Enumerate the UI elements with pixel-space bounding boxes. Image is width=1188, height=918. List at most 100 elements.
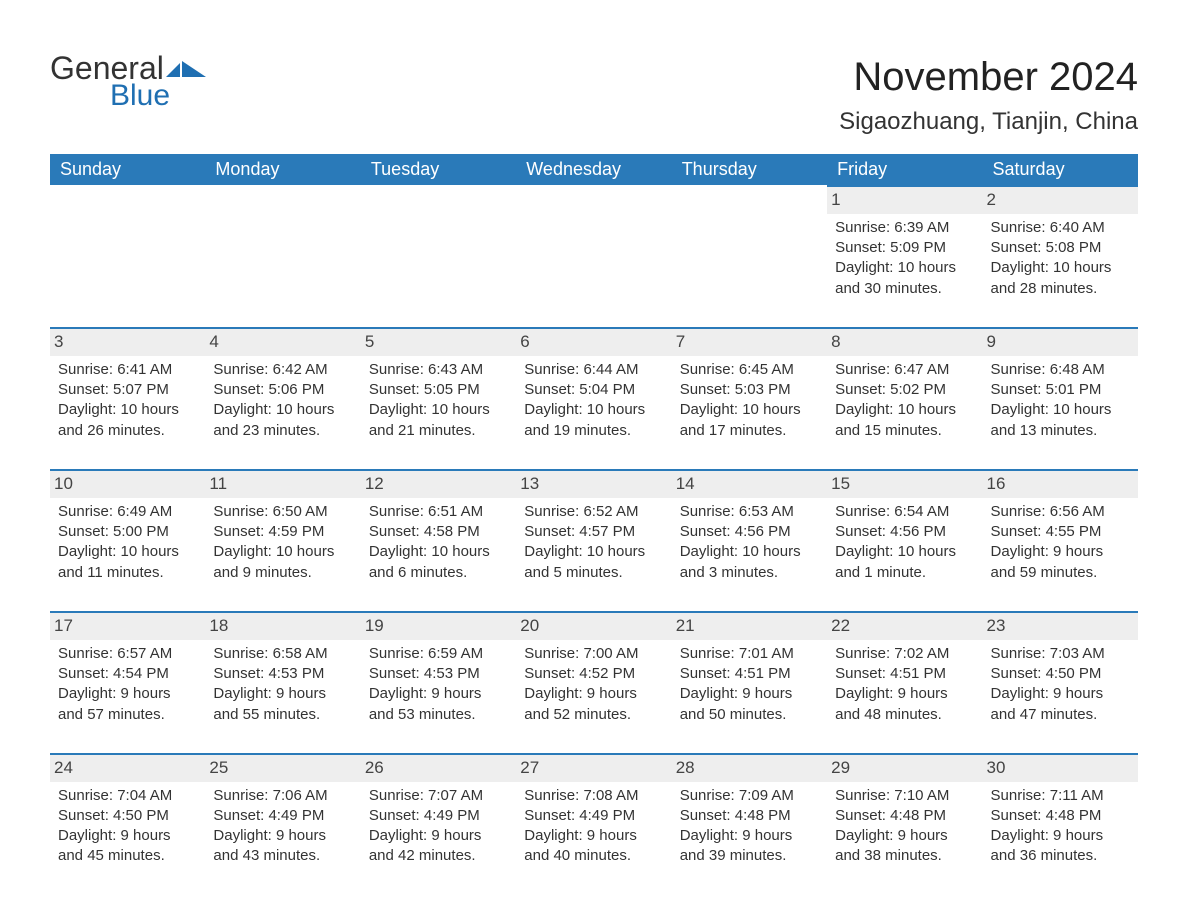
sunset-text: Sunset: 4:53 PM <box>369 664 508 684</box>
sunrise-text: Sunrise: 7:08 AM <box>524 786 663 806</box>
calendar-cell: 6 Sunrise: 6:44 AMSunset: 5:04 PMDaylight… <box>516 327 671 469</box>
calendar-cell: 30Sunrise: 7:11 AMSunset: 4:48 PMDayligh… <box>983 753 1138 895</box>
calendar-cell: 26Sunrise: 7:07 AMSunset: 4:49 PMDayligh… <box>361 753 516 895</box>
calendar-week: 17Sunrise: 6:57 AMSunset: 4:54 PMDayligh… <box>50 611 1138 753</box>
weekday-header: Sunday <box>50 154 205 185</box>
sunrise-text: Sunrise: 7:01 AM <box>680 644 819 664</box>
sunset-text: Sunset: 4:51 PM <box>680 664 819 684</box>
daylight-text: Daylight: 9 hours and 45 minutes. <box>58 826 197 867</box>
daylight-text: Daylight: 9 hours and 39 minutes. <box>680 826 819 867</box>
calendar-cell: 9Sunrise: 6:48 AMSunset: 5:01 PMDaylight… <box>983 327 1138 469</box>
daylight-text: Daylight: 10 hours and 30 minutes. <box>835 258 974 299</box>
sunrise-text: Sunrise: 6:58 AM <box>213 644 352 664</box>
calendar-cell: 29 Sunrise: 7:10 AMSunset: 4:48 PMDayligh… <box>827 753 982 895</box>
day-number: 27 <box>516 753 671 782</box>
calendar-cell: 12Sunrise: 6:51 AMSunset: 4:58 PMDayligh… <box>361 469 516 611</box>
day-number: 24 <box>50 753 205 782</box>
sunset-text: Sunset: 4:51 PM <box>835 664 974 684</box>
daylight-text: Daylight: 9 hours and 38 minutes. <box>835 826 974 867</box>
calendar-cell <box>205 185 360 327</box>
sunrise-text: Sunrise: 6:47 AM <box>835 360 974 380</box>
daylight-text: Daylight: 9 hours and 52 minutes. <box>524 684 663 725</box>
sunrise-text: Sunrise: 6:42 AM <box>213 360 352 380</box>
sunset-text: Sunset: 5:00 PM <box>58 522 197 542</box>
location-label: Sigaozhuang, Tianjin, China <box>839 108 1138 136</box>
sunset-text: Sunset: 4:59 PM <box>213 522 352 542</box>
day-number: 5 <box>361 327 516 356</box>
day-number: 13 <box>516 469 671 498</box>
day-number: 16 <box>983 469 1138 498</box>
page-header: General Blue November 2024 Sigaozhuang, … <box>50 20 1138 136</box>
day-details: Sunrise: 7:08 AMSunset: 4:49 PMDaylight:… <box>522 786 665 867</box>
day-number: 29 <box>827 753 982 782</box>
sunrise-text: Sunrise: 6:57 AM <box>58 644 197 664</box>
day-details: Sunrise: 6:48 AMSunset: 5:01 PMDaylight:… <box>989 360 1132 441</box>
day-details: Sunrise: 7:00 AMSunset: 4:52 PMDaylight:… <box>522 644 665 725</box>
sunrise-text: Sunrise: 6:50 AM <box>213 502 352 522</box>
day-details: Sunrise: 6:44 AMSunset: 5:04 PMDaylight:… <box>522 360 665 441</box>
sunrise-text: Sunrise: 7:00 AM <box>524 644 663 664</box>
calendar-cell: 5 Sunrise: 6:43 AMSunset: 5:05 PMDaylight… <box>361 327 516 469</box>
day-details: Sunrise: 6:47 AMSunset: 5:02 PMDaylight:… <box>833 360 976 441</box>
sunset-text: Sunset: 5:06 PM <box>213 380 352 400</box>
day-details: Sunrise: 7:04 AMSunset: 4:50 PMDaylight:… <box>56 786 199 867</box>
day-details: Sunrise: 7:03 AMSunset: 4:50 PMDaylight:… <box>989 644 1132 725</box>
day-number: 11 <box>205 469 360 498</box>
sunrise-text: Sunrise: 7:10 AM <box>835 786 974 806</box>
logo-text-blue: Blue <box>110 79 208 113</box>
sunrise-text: Sunrise: 6:53 AM <box>680 502 819 522</box>
day-number: 15 <box>827 469 982 498</box>
day-details: Sunrise: 6:59 AMSunset: 4:53 PMDaylight:… <box>367 644 510 725</box>
calendar-cell: 13Sunrise: 6:52 AMSunset: 4:57 PMDayligh… <box>516 469 671 611</box>
daylight-text: Daylight: 10 hours and 28 minutes. <box>991 258 1130 299</box>
day-number: 21 <box>672 611 827 640</box>
calendar-cell: 22Sunrise: 7:02 AMSunset: 4:51 PMDayligh… <box>827 611 982 753</box>
sunset-text: Sunset: 5:03 PM <box>680 380 819 400</box>
calendar-cell: 2Sunrise: 6:40 AMSunset: 5:08 PMDaylight… <box>983 185 1138 327</box>
day-details: Sunrise: 7:07 AMSunset: 4:49 PMDaylight:… <box>367 786 510 867</box>
calendar-cell <box>361 185 516 327</box>
day-number: 3 <box>50 327 205 356</box>
calendar-cell: 28Sunrise: 7:09 AMSunset: 4:48 PMDayligh… <box>672 753 827 895</box>
sunset-text: Sunset: 5:01 PM <box>991 380 1130 400</box>
calendar-week: 1 Sunrise: 6:39 AMSunset: 5:09 PMDaylight… <box>50 185 1138 327</box>
day-details: Sunrise: 6:50 AMSunset: 4:59 PMDaylight:… <box>211 502 354 583</box>
sunset-text: Sunset: 4:54 PM <box>58 664 197 684</box>
sunset-text: Sunset: 5:04 PM <box>524 380 663 400</box>
day-details: Sunrise: 6:45 AMSunset: 5:03 PMDaylight:… <box>678 360 821 441</box>
day-number: 6 <box>516 327 671 356</box>
day-details: Sunrise: 6:54 AMSunset: 4:56 PMDaylight:… <box>833 502 976 583</box>
daylight-text: Daylight: 10 hours and 15 minutes. <box>835 400 974 441</box>
weekday-header: Tuesday <box>361 154 516 185</box>
day-number: 2 <box>983 185 1138 214</box>
sunset-text: Sunset: 5:05 PM <box>369 380 508 400</box>
calendar-cell: 14Sunrise: 6:53 AMSunset: 4:56 PMDayligh… <box>672 469 827 611</box>
daylight-text: Daylight: 9 hours and 50 minutes. <box>680 684 819 725</box>
sunrise-text: Sunrise: 7:04 AM <box>58 786 197 806</box>
sunset-text: Sunset: 5:07 PM <box>58 380 197 400</box>
day-number: 14 <box>672 469 827 498</box>
day-number: 8 <box>827 327 982 356</box>
title-block: November 2024 Sigaozhuang, Tianjin, Chin… <box>839 20 1138 136</box>
day-details: Sunrise: 7:11 AMSunset: 4:48 PMDaylight:… <box>989 786 1132 867</box>
day-number: 1 <box>827 185 982 214</box>
day-number: 7 <box>672 327 827 356</box>
sunrise-text: Sunrise: 6:54 AM <box>835 502 974 522</box>
day-number: 4 <box>205 327 360 356</box>
day-details: Sunrise: 6:39 AMSunset: 5:09 PMDaylight:… <box>833 218 976 299</box>
calendar-cell: 27 Sunrise: 7:08 AMSunset: 4:49 PMDayligh… <box>516 753 671 895</box>
day-details: Sunrise: 7:02 AMSunset: 4:51 PMDaylight:… <box>833 644 976 725</box>
calendar-cell <box>50 185 205 327</box>
day-details: Sunrise: 6:42 AMSunset: 5:06 PMDaylight:… <box>211 360 354 441</box>
calendar-cell: 21 Sunrise: 7:01 AMSunset: 4:51 PMDayligh… <box>672 611 827 753</box>
calendar-week: 24 Sunrise: 7:04 AMSunset: 4:50 PMDayligh… <box>50 753 1138 895</box>
sunset-text: Sunset: 4:52 PM <box>524 664 663 684</box>
sunrise-text: Sunrise: 6:56 AM <box>991 502 1130 522</box>
sunset-text: Sunset: 4:48 PM <box>835 806 974 826</box>
day-number: 23 <box>983 611 1138 640</box>
daylight-text: Daylight: 9 hours and 36 minutes. <box>991 826 1130 867</box>
calendar-cell: 18Sunrise: 6:58 AMSunset: 4:53 PMDayligh… <box>205 611 360 753</box>
weekday-header: Monday <box>205 154 360 185</box>
day-details: Sunrise: 6:43 AMSunset: 5:05 PMDaylight:… <box>367 360 510 441</box>
sunset-text: Sunset: 5:08 PM <box>991 238 1130 258</box>
